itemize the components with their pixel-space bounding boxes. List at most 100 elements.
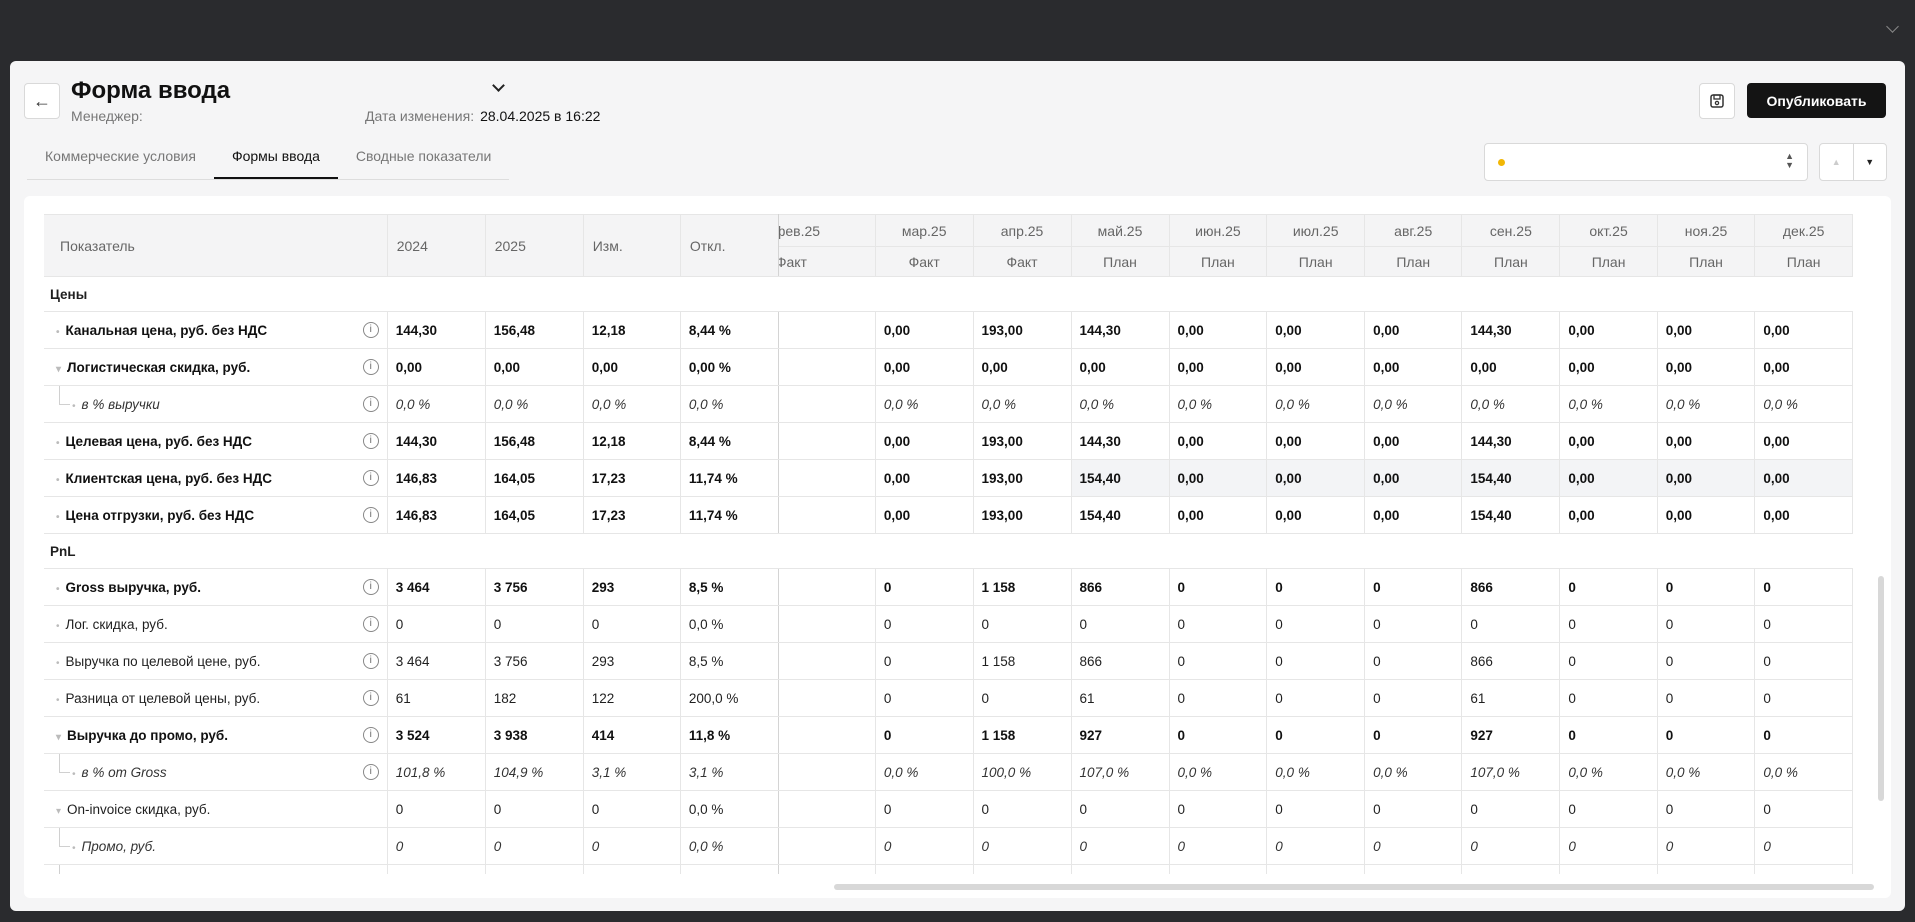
month-value-cell[interactable]: 0 xyxy=(1657,716,1756,754)
month-value-cell[interactable]: 0,00 xyxy=(1559,459,1658,497)
month-value-cell[interactable]: 0 xyxy=(1266,605,1366,643)
month-value-cell[interactable]: 0 xyxy=(1364,864,1463,874)
month-value-cell[interactable]: 0 xyxy=(973,679,1072,717)
month-value-cell[interactable]: 154,40 xyxy=(1071,496,1170,534)
month-value-cell[interactable]: 0 xyxy=(1364,568,1463,606)
month-value-cell[interactable]: 0,00 xyxy=(1559,311,1658,349)
month-value-cell[interactable]: 0 xyxy=(1364,679,1463,717)
info-icon[interactable]: i xyxy=(362,727,379,743)
month-value-cell[interactable]: 0 xyxy=(1266,864,1366,874)
info-icon[interactable]: i xyxy=(362,764,379,780)
month-value-cell[interactable]: 0,00 xyxy=(875,496,974,534)
month-value-cell[interactable]: 927 xyxy=(1071,716,1170,754)
month-value-cell[interactable]: 0 xyxy=(875,827,974,865)
month-value-cell[interactable]: 0,00 xyxy=(875,348,974,386)
month-value-cell[interactable]: 1 158 xyxy=(973,568,1072,606)
month-value-cell[interactable]: 144,30 xyxy=(1071,422,1170,460)
month-value-cell[interactable]: 0 xyxy=(1559,642,1658,680)
month-value-cell[interactable]: 0 xyxy=(973,605,1072,643)
month-value-cell[interactable]: 1 158 xyxy=(973,716,1072,754)
month-value-cell[interactable]: 0 xyxy=(973,790,1072,828)
month-value-cell[interactable]: 0 xyxy=(1754,790,1853,828)
month-value-cell[interactable]: 0 xyxy=(1169,679,1268,717)
month-value-cell[interactable] xyxy=(778,790,876,828)
month-value-cell[interactable]: 0 xyxy=(1559,568,1658,606)
month-value-cell[interactable]: 193,00 xyxy=(973,496,1072,534)
month-value-cell[interactable] xyxy=(778,348,876,386)
vertical-scrollbar[interactable] xyxy=(1878,576,1884,801)
month-value-cell[interactable]: 0,0 % xyxy=(973,385,1072,423)
month-value-cell[interactable]: 0,00 xyxy=(1657,311,1756,349)
month-value-cell[interactable]: 0,00 xyxy=(1754,422,1853,460)
month-value-cell[interactable]: 0,00 xyxy=(1364,459,1463,497)
expand-chevron-icon[interactable]: ▾ xyxy=(56,731,62,743)
month-value-cell[interactable]: 0,00 xyxy=(1657,422,1756,460)
month-value-cell[interactable] xyxy=(778,827,876,865)
month-value-cell[interactable]: 866 xyxy=(1461,568,1561,606)
month-value-cell[interactable]: 0 xyxy=(1266,568,1366,606)
month-value-cell[interactable]: 154,40 xyxy=(1461,496,1561,534)
month-value-cell[interactable]: 0 xyxy=(875,716,974,754)
month-value-cell[interactable] xyxy=(778,642,876,680)
month-value-cell[interactable]: 0,0 % xyxy=(875,753,974,791)
month-value-cell[interactable]: 0,0 % xyxy=(1169,753,1268,791)
month-value-cell[interactable]: 0 xyxy=(1559,864,1658,874)
month-value-cell[interactable] xyxy=(778,716,876,754)
publish-button[interactable]: Опубликовать xyxy=(1747,83,1886,118)
chevron-down-icon[interactable] xyxy=(492,79,505,92)
month-value-cell[interactable]: 0 xyxy=(1559,605,1658,643)
month-value-cell[interactable]: 0 xyxy=(1657,864,1756,874)
month-value-cell[interactable]: 0,0 % xyxy=(1266,753,1366,791)
month-value-cell[interactable]: 0 xyxy=(1461,605,1561,643)
month-value-cell[interactable]: 154,40 xyxy=(1461,459,1561,497)
month-value-cell[interactable] xyxy=(778,568,876,606)
month-value-cell[interactable]: 927 xyxy=(1461,716,1561,754)
month-value-cell[interactable]: 0 xyxy=(1754,605,1853,643)
month-value-cell[interactable]: 0,0 % xyxy=(1169,385,1268,423)
month-value-cell[interactable]: 0,00 xyxy=(1169,459,1268,497)
month-value-cell[interactable]: 0,00 xyxy=(1754,311,1853,349)
month-value-cell[interactable]: 0,00 xyxy=(1364,496,1463,534)
month-value-cell[interactable]: 0 xyxy=(1266,679,1366,717)
data-table-viewport[interactable]: Показатель 2024 2025 Изм. Откл. фев.25 мар.25 а… xyxy=(44,214,1853,874)
month-value-cell[interactable]: 0 xyxy=(1266,716,1366,754)
month-value-cell[interactable]: 0 xyxy=(1559,827,1658,865)
month-value-cell[interactable]: 866 xyxy=(1461,642,1561,680)
month-value-cell[interactable]: 0,00 xyxy=(1657,496,1756,534)
status-select[interactable]: ▲ ▼ xyxy=(1484,143,1808,181)
month-value-cell[interactable]: 0,0 % xyxy=(1754,385,1853,423)
month-value-cell[interactable]: 0 xyxy=(1169,605,1268,643)
month-value-cell[interactable]: 0 xyxy=(1657,790,1756,828)
month-value-cell[interactable]: 0 xyxy=(1364,790,1463,828)
save-button[interactable] xyxy=(1699,83,1735,119)
month-value-cell[interactable]: 0 xyxy=(1071,790,1170,828)
month-value-cell[interactable] xyxy=(778,311,876,349)
info-icon[interactable]: i xyxy=(362,653,379,669)
info-icon[interactable]: i xyxy=(362,322,379,338)
month-value-cell[interactable]: 0 xyxy=(1169,827,1268,865)
month-value-cell[interactable]: 0 xyxy=(1266,642,1366,680)
month-value-cell[interactable]: 61 xyxy=(1071,679,1170,717)
month-value-cell[interactable]: 0 xyxy=(1266,827,1366,865)
month-value-cell[interactable]: 61 xyxy=(1461,679,1561,717)
month-value-cell[interactable]: 0 xyxy=(1657,568,1756,606)
chevron-down-icon[interactable] xyxy=(1886,20,1899,33)
horizontal-scrollbar[interactable] xyxy=(834,884,1874,890)
month-value-cell[interactable]: 144,30 xyxy=(1461,311,1561,349)
month-value-cell[interactable]: 144,30 xyxy=(1071,311,1170,349)
month-value-cell[interactable]: 0,0 % xyxy=(1461,385,1561,423)
month-value-cell[interactable]: 0,00 xyxy=(875,311,974,349)
month-value-cell[interactable]: 193,00 xyxy=(973,422,1072,460)
month-value-cell[interactable] xyxy=(778,605,876,643)
month-value-cell[interactable]: 0,00 xyxy=(1169,422,1268,460)
nav-up-button[interactable]: ▲ xyxy=(1820,144,1853,180)
month-value-cell[interactable]: 0 xyxy=(875,568,974,606)
month-value-cell[interactable] xyxy=(778,385,876,423)
info-icon[interactable]: i xyxy=(362,359,379,375)
info-icon[interactable]: i xyxy=(362,470,379,486)
month-value-cell[interactable]: 0,0 % xyxy=(875,385,974,423)
month-value-cell[interactable]: 0,0 % xyxy=(1559,385,1658,423)
expand-chevron-icon[interactable]: ▾ xyxy=(56,363,62,375)
month-value-cell[interactable]: 0,00 xyxy=(1657,459,1756,497)
tab-summary-indicators[interactable]: Сводные показатели xyxy=(355,148,492,164)
